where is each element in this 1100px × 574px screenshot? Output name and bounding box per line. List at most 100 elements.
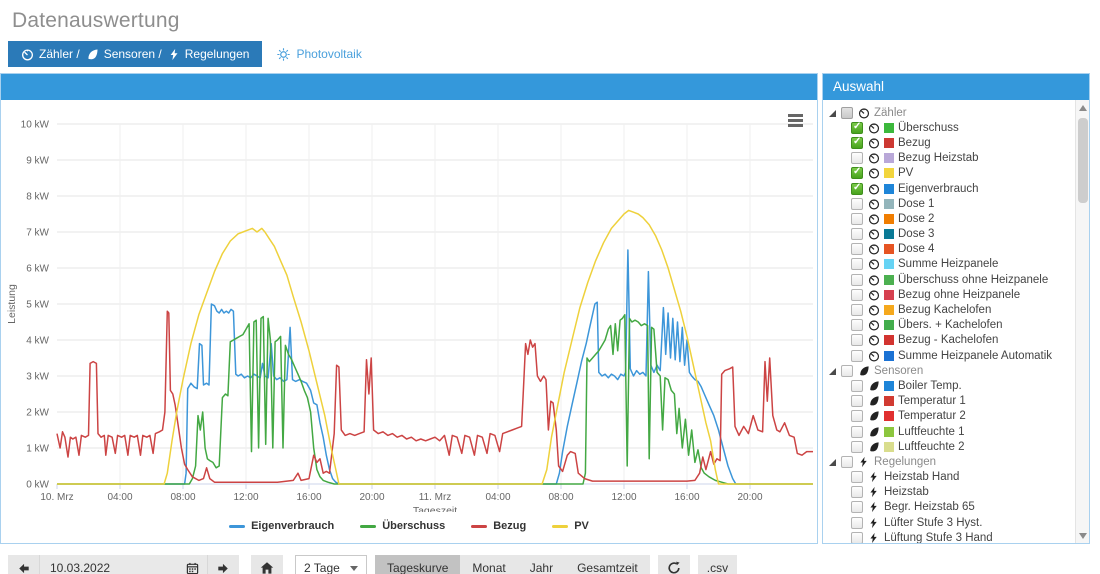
series-color-swatch <box>884 244 894 255</box>
calendar-icon[interactable] <box>186 562 199 574</box>
scrollbar-thumb[interactable] <box>1078 118 1088 203</box>
tree-item: Bezug Kachelofen <box>829 302 1071 317</box>
svg-text:8 kW: 8 kW <box>26 192 49 203</box>
tree-expander-icon[interactable] <box>829 458 837 466</box>
item-checkbox[interactable] <box>851 304 863 317</box>
item-checkbox[interactable] <box>851 121 863 134</box>
bolt-icon <box>168 48 180 61</box>
item-label: Heizstab Hand <box>884 471 960 484</box>
scroll-up-icon[interactable] <box>1079 105 1087 111</box>
item-checkbox[interactable] <box>851 379 863 392</box>
item-checkbox[interactable] <box>851 228 863 241</box>
item-checkbox[interactable] <box>851 212 863 225</box>
view-button-monat[interactable]: Monat <box>460 555 518 574</box>
series-color-swatch <box>884 411 894 422</box>
tree-item: Summe Heizpanele Automatik <box>829 348 1071 363</box>
item-checkbox[interactable] <box>851 319 863 332</box>
tree-expander-icon[interactable] <box>829 109 837 117</box>
group-checkbox[interactable] <box>841 364 853 377</box>
tab-meters-sensors-controls[interactable]: Zähler / Sensoren / Regelungen <box>8 41 263 67</box>
item-checkbox[interactable] <box>851 258 863 271</box>
tree-item: Dose 4 <box>829 242 1071 257</box>
bolt-icon <box>857 455 870 468</box>
series-color-swatch <box>884 305 894 316</box>
item-label: Lüftung Stufe 3 Hand <box>884 531 993 544</box>
group-checkbox[interactable] <box>841 106 853 119</box>
legend-dash-icon <box>471 524 488 528</box>
gauge-icon <box>867 304 880 317</box>
selection-tree: Zähler Überschuss Bezug Bezug Heizstab PV Eig… <box>823 100 1089 544</box>
view-button-group: Tageskurve Monat Jahr Gesamtzeit <box>375 555 650 574</box>
tree-item: Boiler Temp. <box>829 378 1071 393</box>
gauge-icon <box>867 334 880 347</box>
item-checkbox[interactable] <box>851 334 863 347</box>
gauge-icon <box>867 273 880 286</box>
item-checkbox[interactable] <box>851 349 863 362</box>
item-checkbox[interactable] <box>851 288 863 301</box>
chart-menu-button[interactable] <box>783 111 807 129</box>
tree-item: Dose 3 <box>829 227 1071 242</box>
legend-item[interactable]: Bezug <box>471 520 526 532</box>
tree-scrollbar[interactable] <box>1075 100 1089 543</box>
date-input[interactable]: 10.03.2022 <box>39 555 207 574</box>
tab-label-zaehler: Zähler / <box>39 47 80 61</box>
item-label: Dose 4 <box>898 243 935 256</box>
item-checkbox[interactable] <box>851 395 863 408</box>
svg-text:Tageszeit: Tageszeit <box>413 505 457 512</box>
item-label: Bezug ohne Heizpanele <box>898 288 1021 301</box>
chart-plot-area: 0 kW 1 kW 2 kW 3 kW 4 kW 5 kW 6 kW 7 kW 8 kW 9 kW… <box>1 100 817 517</box>
item-checkbox[interactable] <box>851 182 863 195</box>
tab-photovoltaik[interactable]: Photovoltaik <box>264 41 375 67</box>
item-checkbox[interactable] <box>851 152 863 165</box>
next-day-button[interactable] <box>207 555 239 574</box>
tree-item: Summe Heizpanele <box>829 257 1071 272</box>
item-checkbox[interactable] <box>851 486 863 499</box>
item-checkbox[interactable] <box>851 425 863 438</box>
prev-day-button[interactable] <box>8 555 39 574</box>
legend-item[interactable]: PV <box>552 520 589 532</box>
item-checkbox[interactable] <box>851 410 863 423</box>
svg-text:4 kW: 4 kW <box>26 336 49 347</box>
item-checkbox[interactable] <box>851 501 863 514</box>
tree-expander-icon[interactable] <box>829 367 837 375</box>
chart-legend: Eigenverbrauch Überschuss Bezug PV <box>1 513 817 539</box>
item-checkbox[interactable] <box>851 516 863 529</box>
view-button-gesamtzeit[interactable]: Gesamtzeit <box>565 555 650 574</box>
item-label: Dose 2 <box>898 212 935 225</box>
svg-text:11. Mrz: 11. Mrz <box>419 492 452 503</box>
tree-item: Temperatur 2 <box>829 409 1071 424</box>
scroll-down-icon[interactable] <box>1079 533 1087 539</box>
item-checkbox[interactable] <box>851 273 863 286</box>
item-checkbox[interactable] <box>851 440 863 453</box>
legend-item[interactable]: Eigenverbrauch <box>229 520 334 532</box>
refresh-button[interactable] <box>657 555 690 574</box>
item-label: Überschuss <box>898 121 959 134</box>
item-checkbox[interactable] <box>851 471 863 484</box>
svg-text:3 kW: 3 kW <box>26 372 49 383</box>
view-button-jahr[interactable]: Jahr <box>517 555 566 574</box>
item-checkbox[interactable] <box>851 531 863 543</box>
series-color-swatch <box>884 137 894 148</box>
item-checkbox[interactable] <box>851 166 863 180</box>
legend-item[interactable]: Überschuss <box>360 520 445 532</box>
svg-text:16:00: 16:00 <box>296 492 321 503</box>
tree-item: PV <box>829 166 1071 181</box>
item-checkbox[interactable] <box>851 197 863 210</box>
arrow-right-icon <box>217 562 230 574</box>
legend-label: Überschuss <box>382 520 446 532</box>
item-label: Bezug <box>898 136 931 149</box>
home-button[interactable] <box>251 555 283 574</box>
svg-text:10 kW: 10 kW <box>21 120 50 131</box>
csv-export-button[interactable]: .csv <box>697 555 738 574</box>
range-select[interactable]: 2 Tage <box>295 555 367 574</box>
item-label: Dose 3 <box>898 228 935 241</box>
group-checkbox[interactable] <box>841 455 853 468</box>
page-title: Datenauswertung <box>12 9 180 32</box>
tree-item: Eigenverbrauch <box>829 181 1071 196</box>
item-checkbox[interactable] <box>851 243 863 256</box>
item-checkbox[interactable] <box>851 136 863 149</box>
view-button-tageskurve[interactable]: Tageskurve <box>375 555 461 574</box>
svg-text:0 kW: 0 kW <box>26 480 49 491</box>
gauge-icon <box>867 349 880 362</box>
tree-item: Heizstab <box>829 485 1071 500</box>
